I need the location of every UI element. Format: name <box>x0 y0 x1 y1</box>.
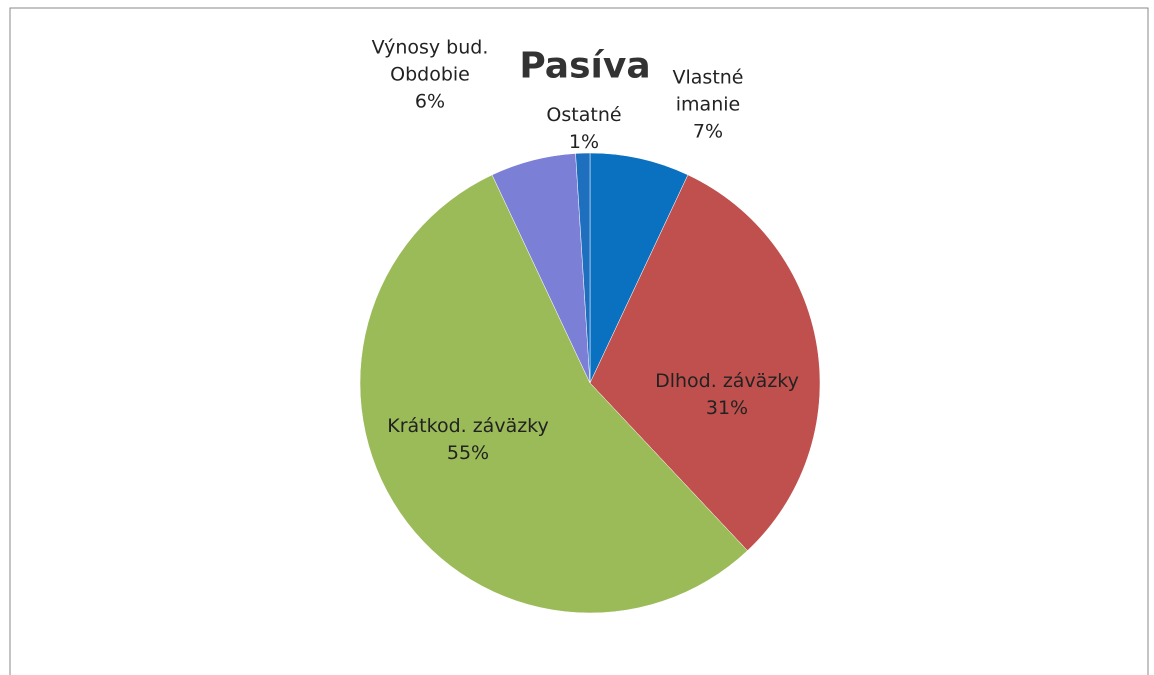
slice-name: Krátkod. záväzky <box>387 415 549 437</box>
chart-title: Pasíva <box>519 45 651 87</box>
pie-slice <box>589 174 821 552</box>
slice-label: Vlastné imanie 7% <box>653 65 763 146</box>
chart-frame <box>9 7 1149 675</box>
slice-label: Ostatné 1% <box>529 102 639 156</box>
slice-name: Výnosy bud. Obdobie <box>371 36 489 86</box>
slice-name: Vlastné imanie <box>672 66 744 116</box>
slice-name: Ostatné <box>546 104 622 126</box>
pie-slice <box>359 174 748 614</box>
slice-name: Dlhod. záväzky <box>655 370 799 392</box>
slice-value: 55% <box>446 442 490 464</box>
slice-label: Výnosy bud. Obdobie 6% <box>355 35 505 116</box>
slice-value: 1% <box>568 131 600 153</box>
slice-label: Krátkod. záväzky 55% <box>358 413 578 467</box>
slice-value: 6% <box>414 90 446 113</box>
slice-value: 31% <box>705 397 749 419</box>
pie-slice <box>589 152 689 384</box>
pie-slice <box>575 152 591 384</box>
slice-value: 7% <box>692 120 724 143</box>
slice-label: Dlhod. záväzky 31% <box>627 368 827 422</box>
